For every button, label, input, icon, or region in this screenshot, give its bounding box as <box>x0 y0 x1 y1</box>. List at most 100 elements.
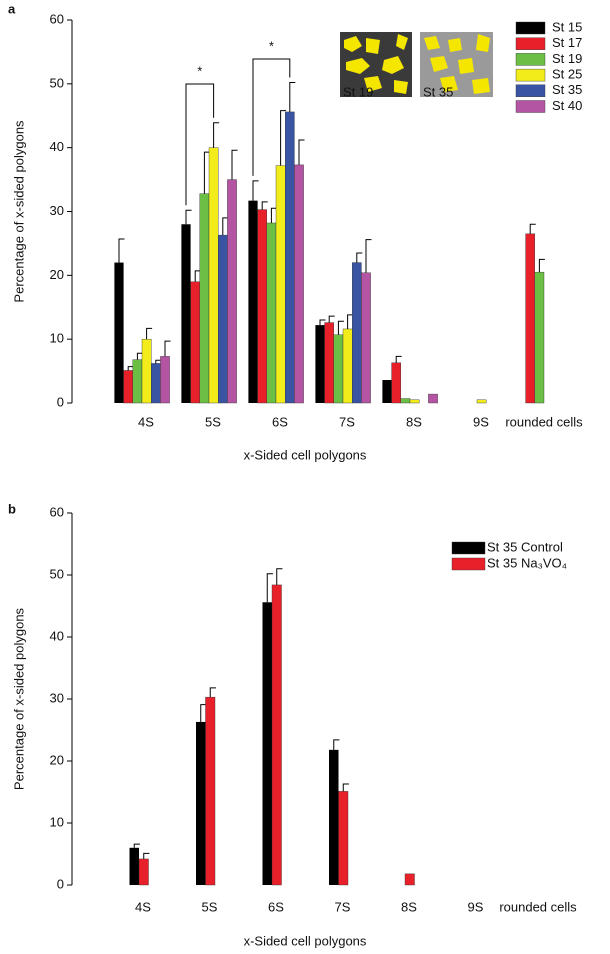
inset-label: St 35 <box>423 84 453 99</box>
error-bar <box>290 83 296 112</box>
inset-cell <box>394 80 408 94</box>
bar <box>526 234 535 403</box>
error-bar <box>119 239 125 263</box>
bar <box>218 235 227 403</box>
y-tick-label: 50 <box>50 75 64 90</box>
legend-swatch <box>516 53 545 65</box>
y-tick-label: 0 <box>57 876 64 891</box>
bar <box>151 363 160 403</box>
error-bar <box>334 740 340 750</box>
error-bar <box>253 181 259 201</box>
error-bar <box>210 688 216 697</box>
x-tick-label: 5S <box>202 899 218 914</box>
y-tick-label: 10 <box>50 331 64 346</box>
bar <box>535 272 544 403</box>
x-tick-label: 8S <box>401 899 417 914</box>
x-tick-label: 7S <box>339 414 355 429</box>
legend-swatch <box>452 558 485 570</box>
error-bar <box>262 202 268 210</box>
legend-label: St 35 Control <box>487 539 563 554</box>
significance-bracket <box>253 59 290 176</box>
legend-swatch <box>516 38 545 50</box>
error-bar <box>134 844 140 848</box>
error-bar <box>232 150 238 179</box>
error-bar <box>186 210 192 224</box>
error-bar <box>299 140 305 165</box>
x-tick-label: 7S <box>335 899 351 914</box>
bar <box>339 791 349 885</box>
error-bar <box>165 341 171 356</box>
bar <box>200 194 209 403</box>
bar <box>130 848 140 885</box>
x-tick-label: 9S <box>473 414 489 429</box>
inset-label: St 19 <box>343 84 373 99</box>
legend-swatch <box>516 22 545 34</box>
bar <box>139 859 149 885</box>
bar <box>124 370 133 403</box>
bar <box>272 585 282 885</box>
panel-label: a <box>8 1 16 16</box>
bar <box>352 263 361 403</box>
error-bar <box>147 328 153 339</box>
y-tick-label: 30 <box>50 690 64 705</box>
legend-swatch <box>516 85 545 97</box>
x-tick-label: 6S <box>268 899 284 914</box>
legend-swatch <box>516 101 545 113</box>
error-bar <box>343 784 349 791</box>
bar <box>181 224 190 403</box>
bar <box>477 400 486 403</box>
legend-label: St 25 <box>552 67 582 82</box>
y-axis-label: Percentage of x-sided polygons <box>11 120 26 303</box>
bar <box>267 223 276 403</box>
x-axis-label: x-Sided cell polygons <box>244 933 367 948</box>
panel-label: b <box>8 501 16 516</box>
legend-swatch <box>452 542 485 554</box>
bar <box>133 360 142 403</box>
annotation: * <box>269 38 274 53</box>
bar <box>361 273 370 403</box>
error-bar <box>329 316 335 322</box>
bar <box>315 325 324 403</box>
y-tick-label: 60 <box>50 11 64 26</box>
bar <box>114 263 123 403</box>
error-bar <box>396 356 402 362</box>
legend-label: St 35 Na₃VO₄ <box>487 555 567 570</box>
y-axis-label: Percentage of x-sided polygons <box>11 607 26 790</box>
y-tick-label: 40 <box>50 139 64 154</box>
bar <box>206 697 216 885</box>
bar <box>405 874 415 885</box>
y-tick-label: 0 <box>57 394 64 409</box>
bar <box>410 400 419 403</box>
bar <box>329 750 339 885</box>
inset-cell <box>448 38 462 52</box>
bar <box>227 180 236 403</box>
bar <box>248 201 257 403</box>
y-tick-label: 50 <box>50 566 64 581</box>
y-tick-label: 60 <box>50 504 64 519</box>
legend-label: St 19 <box>552 51 582 66</box>
error-bar <box>144 853 150 859</box>
bar <box>276 166 285 403</box>
legend-label: St 15 <box>552 19 582 34</box>
inset-cell <box>458 58 474 74</box>
bar <box>334 335 343 403</box>
y-tick-label: 30 <box>50 203 64 218</box>
bar <box>382 380 391 403</box>
bar <box>325 323 334 403</box>
x-axis-label: x-Sided cell polygons <box>244 447 367 462</box>
error-bar <box>214 123 220 148</box>
legend-label: St 35 <box>552 82 582 97</box>
y-tick-label: 20 <box>50 752 64 767</box>
bar <box>263 602 273 885</box>
bar <box>428 394 437 403</box>
y-tick-label: 10 <box>50 814 64 829</box>
figure: a 0 10 20 30 40 50 60 Percentage of x-sided poly… <box>0 0 610 954</box>
bar <box>343 329 352 403</box>
x-tick-label: rounded cells <box>505 414 583 429</box>
x-tick-label: 8S <box>406 414 422 429</box>
x-tick-label: rounded cells <box>499 899 577 914</box>
bar <box>160 356 169 403</box>
bar <box>191 282 200 403</box>
error-bar <box>366 240 372 273</box>
x-tick-label: 9S <box>468 899 484 914</box>
